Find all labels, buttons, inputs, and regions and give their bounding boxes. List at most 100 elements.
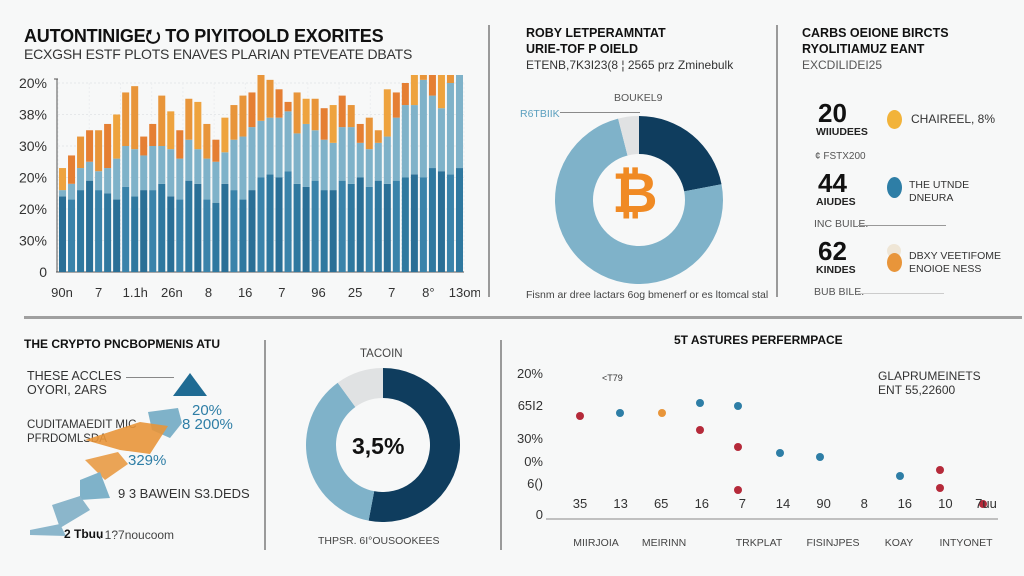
bar-segment-orange — [284, 101, 292, 112]
bar-segment-dark — [392, 180, 400, 272]
bar-segment-light — [158, 146, 166, 184]
bar-segment-orange — [293, 92, 301, 134]
x-category-label: INTYONET — [939, 537, 993, 549]
bar-segment-dark — [320, 190, 328, 272]
bar-segment-dark — [302, 186, 310, 272]
bar-segment-light — [293, 133, 301, 184]
bar-segment-orange — [320, 108, 328, 140]
x-tick-label: 8 — [205, 285, 212, 300]
bar-segment-light — [77, 168, 85, 191]
funnel-pct3: 329% — [128, 452, 167, 469]
donut-slice-light_blue — [306, 382, 375, 521]
funnel-callout-line — [126, 377, 174, 378]
x-tick-label: 7 — [388, 285, 395, 300]
donut-bottom-title: TACOIN — [360, 348, 403, 360]
bar-segment-light — [140, 155, 148, 191]
bar-segment-dark — [203, 199, 211, 272]
stat-number: 62 — [818, 236, 847, 266]
bar-segment-light — [257, 120, 265, 178]
stacked-bar-chart: 030%20%20%30%38%20%90n 7 1.1h 26n 8 16 7 96 25 7 8… — [19, 75, 480, 300]
bar-segment-dark — [230, 190, 238, 272]
bar-segment-light — [347, 127, 355, 184]
bar-segment-light — [329, 142, 337, 191]
donut-chart-top — [555, 116, 723, 285]
bar-segment-orange — [383, 89, 391, 137]
x-tick-label: 96 — [311, 285, 325, 300]
funnel-label1-line2: OYORI, 2ARS — [27, 383, 107, 397]
bar-segment-dark — [293, 183, 301, 272]
bar-segment-orange — [113, 114, 121, 159]
bar-segment-orange — [338, 95, 346, 128]
funnel-title: THE CRYPTO PNCBOPMENIS ATU — [24, 337, 221, 351]
donut-bottom-caption: THPSR. 6I°OUSOOKEES — [318, 535, 440, 547]
bar-segment-light — [104, 168, 112, 194]
area-annotation-line2: ENT 55,22600 — [878, 383, 956, 397]
area-line-chart: 0 6() 0% 30% 65I2 20% 35 13 65 16 7 14 90 8 16 10 7uu MII… — [517, 366, 998, 549]
bar-segment-dark — [410, 174, 418, 272]
bar-segment-light — [338, 127, 346, 181]
bar-segment-orange — [374, 130, 382, 143]
x-tick-label: 7 — [278, 285, 285, 300]
bar-segment-orange — [239, 95, 247, 137]
bar-segment-light — [239, 136, 247, 200]
x-tick-label: 26n — [161, 285, 183, 300]
bar-segment-dark — [338, 180, 346, 272]
bar-segment-orange — [194, 101, 202, 150]
bar-segment-orange — [221, 117, 229, 153]
bitcoin-icon: ₿ — [612, 161, 658, 224]
donut-top-title-line2: URIE-TOF P OIELD — [526, 42, 639, 56]
funnel-pct2: 8 200% — [182, 416, 233, 433]
x-tick-label: 8 — [861, 496, 868, 511]
bar-segment-dark — [104, 193, 112, 272]
bar-segment-light — [428, 95, 436, 169]
donut-slice-grey — [618, 116, 639, 156]
divider-vertical — [500, 340, 502, 550]
funnel-row5-bold: 2 Tbuu — [64, 527, 104, 541]
bar-segment-orange — [257, 75, 265, 121]
data-marker — [734, 443, 742, 451]
bar-segment-dark — [221, 183, 229, 272]
bar-segment-orange — [77, 136, 85, 169]
bar-segment-orange — [365, 117, 373, 150]
bar-segment-light — [59, 190, 67, 197]
bar-segment-orange — [68, 155, 76, 184]
funnel-shape-orange2 — [85, 452, 128, 480]
x-category-label: FISINJPES — [806, 537, 859, 549]
data-marker — [734, 486, 742, 494]
bar-segment-light — [131, 149, 139, 197]
bar-segment-dark — [212, 202, 220, 272]
x-tick-label: 16 — [898, 496, 912, 511]
y-tick-label: 0 — [39, 264, 47, 280]
stats-title-line1: CARBS OEIONE BIRCTS — [802, 26, 949, 40]
bar-segment-orange — [167, 111, 175, 150]
bar-segment-dark — [401, 177, 409, 272]
x-tick-label: 7 — [95, 285, 102, 300]
bar-segment-light — [410, 105, 418, 175]
y-tick-label: 20% — [19, 170, 47, 186]
bar-segment-orange — [59, 168, 67, 191]
bar-segment-orange — [185, 98, 193, 140]
legend-dot-amber — [887, 110, 902, 129]
bar-segment-light — [194, 149, 202, 184]
bar-segment-light — [149, 146, 157, 191]
bar-segment-orange — [212, 139, 220, 162]
donut-slice-grey — [337, 368, 383, 407]
bar-segment-light — [86, 161, 94, 181]
bar-segment-light — [68, 183, 76, 200]
stat-number: 20 — [818, 98, 847, 128]
x-category-label: MIIRJOIA — [573, 537, 619, 549]
y-tick-label: 20% — [517, 366, 543, 381]
data-marker — [658, 409, 666, 417]
bar-segment-dark — [167, 196, 175, 272]
bar-segment-dark — [257, 177, 265, 272]
bar-segment-light — [212, 161, 220, 203]
bar-segment-orange — [203, 123, 211, 159]
funnel-label2-line2: PFRDOMLSDA — [27, 433, 107, 445]
bar-segment-light — [248, 127, 256, 191]
bar-segment-light — [419, 79, 427, 178]
y-tick-label: 30% — [517, 431, 543, 446]
funnel-row4: 9 3 BAWEIN S3.DEDS — [118, 486, 250, 501]
bar-segment-orange — [419, 75, 427, 80]
bar-segment-dark — [311, 180, 319, 272]
funnel-shape-light2 — [80, 472, 110, 500]
